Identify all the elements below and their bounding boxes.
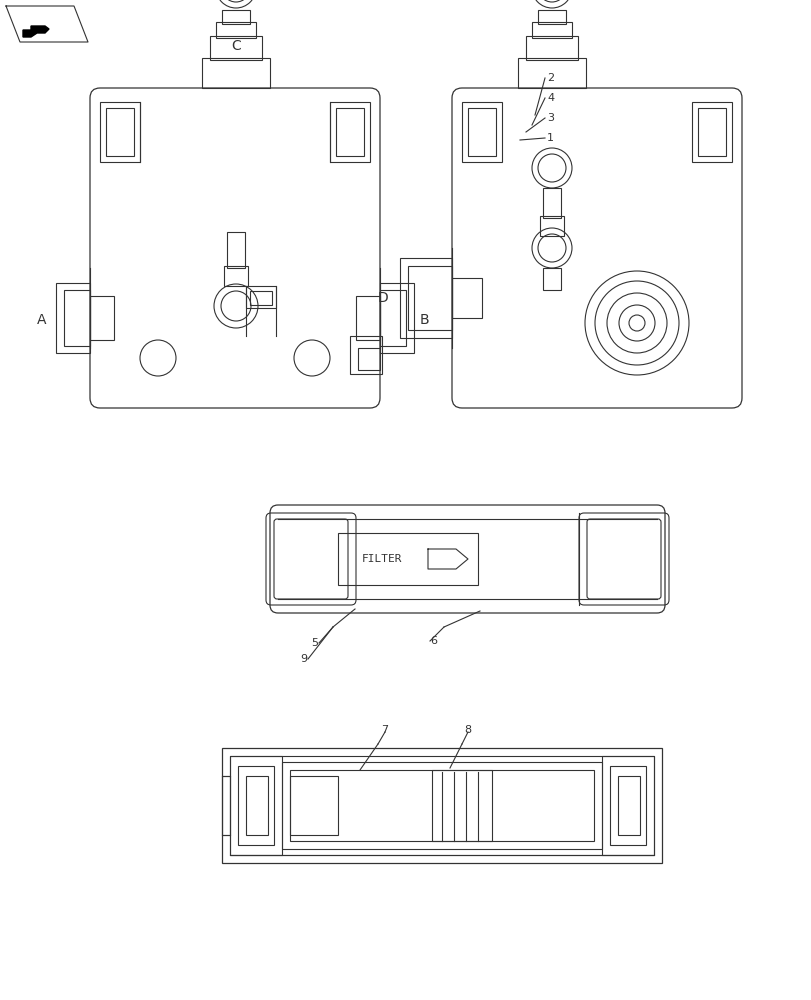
Text: 2: 2 <box>547 73 553 83</box>
Bar <box>336 108 363 156</box>
Bar <box>221 10 250 24</box>
Bar <box>238 766 273 845</box>
Bar <box>246 286 276 308</box>
Bar <box>691 102 731 162</box>
Bar <box>617 776 639 835</box>
Bar <box>601 756 653 855</box>
Bar <box>246 776 268 835</box>
Bar <box>100 102 139 162</box>
Bar <box>355 296 380 340</box>
Bar <box>56 283 90 353</box>
Bar <box>539 216 564 236</box>
Bar <box>202 58 270 88</box>
Text: 4: 4 <box>547 93 553 103</box>
Bar <box>230 756 653 855</box>
Bar <box>106 108 134 156</box>
Bar <box>210 36 262 60</box>
Bar <box>250 291 272 305</box>
Bar <box>380 290 406 346</box>
Bar <box>461 102 501 162</box>
Bar <box>543 188 560 218</box>
Bar <box>358 348 380 370</box>
Bar <box>230 756 281 855</box>
Text: 5: 5 <box>311 638 318 648</box>
Text: 7: 7 <box>381 725 388 735</box>
Bar <box>697 108 725 156</box>
Bar <box>290 770 594 841</box>
Polygon shape <box>427 549 467 569</box>
Bar <box>380 283 414 353</box>
Bar <box>337 533 478 585</box>
Bar <box>431 770 491 841</box>
Text: 8: 8 <box>464 725 471 735</box>
Bar <box>517 58 586 88</box>
Text: A: A <box>36 313 46 327</box>
Bar <box>400 258 452 338</box>
Bar <box>224 266 247 286</box>
Bar <box>609 766 646 845</box>
Text: 1: 1 <box>547 133 553 143</box>
Bar <box>526 36 577 60</box>
Text: D: D <box>377 291 388 305</box>
Bar <box>329 102 370 162</box>
Text: FILTER: FILTER <box>362 554 401 564</box>
Bar <box>64 290 90 346</box>
Bar <box>221 776 230 835</box>
Polygon shape <box>6 6 88 42</box>
Bar <box>543 268 560 290</box>
Bar <box>290 776 337 835</box>
Bar <box>281 762 601 849</box>
Bar <box>467 108 496 156</box>
Bar <box>407 266 452 330</box>
Bar <box>538 10 565 24</box>
Bar <box>90 296 114 340</box>
Bar <box>227 232 245 268</box>
Text: C: C <box>231 39 241 53</box>
Text: B: B <box>419 313 429 327</box>
Polygon shape <box>23 26 49 37</box>
Text: 3: 3 <box>547 113 553 123</box>
Bar <box>221 748 661 863</box>
Text: 9: 9 <box>299 654 307 664</box>
Bar <box>216 22 255 38</box>
Text: 6: 6 <box>430 636 436 646</box>
Bar <box>452 278 482 318</box>
Bar <box>350 336 381 374</box>
Bar <box>531 22 571 38</box>
